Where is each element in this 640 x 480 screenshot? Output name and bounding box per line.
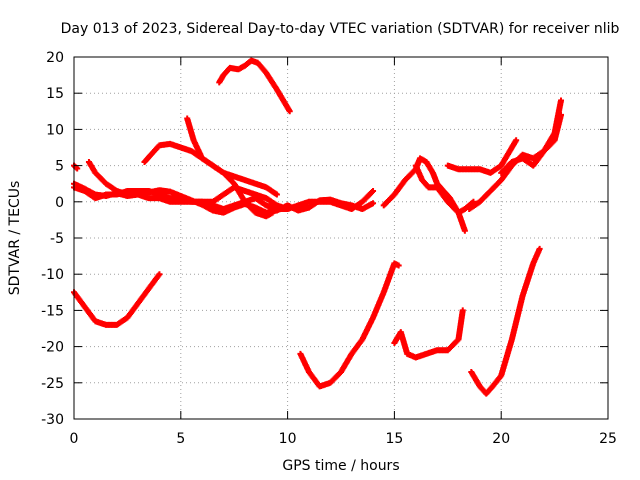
x-tick-label: 25 <box>599 431 617 447</box>
y-tick-label: 5 <box>55 159 64 175</box>
series-11 <box>412 162 468 234</box>
series-12 <box>391 307 466 361</box>
data-point <box>513 137 520 144</box>
y-tick-label: 15 <box>46 86 64 102</box>
x-tick-label: 5 <box>176 431 185 447</box>
data-point <box>74 165 81 172</box>
series-4 <box>85 158 291 213</box>
series-14 <box>466 97 565 213</box>
series-13 <box>444 137 520 176</box>
axis-ticks: 0 5 10 15 20 25 -30 -25 -20 -15 -10 -5 0 5 10 15 20 <box>41 50 617 447</box>
data-point <box>284 206 291 213</box>
data-point <box>558 97 565 104</box>
data-point <box>558 111 565 118</box>
data-point <box>269 209 276 216</box>
data-point <box>370 200 377 207</box>
data-markers <box>71 57 565 397</box>
series-6 <box>184 115 276 220</box>
y-tick-label: 20 <box>46 50 64 66</box>
data-point <box>395 262 402 269</box>
series-7 <box>216 57 293 115</box>
data-point <box>286 108 293 115</box>
grid <box>74 57 608 419</box>
data-point <box>536 245 543 252</box>
y-tick-label: -10 <box>41 267 64 283</box>
chart-title: Day 013 of 2023, Sidereal Day-to-day VTE… <box>61 21 620 37</box>
data-point <box>156 271 163 278</box>
x-tick-label: 20 <box>492 431 510 447</box>
y-tick-label: -20 <box>41 340 64 356</box>
y-tick-label: -5 <box>50 231 64 247</box>
data-point <box>459 307 466 314</box>
y-tick-label: 0 <box>55 195 64 211</box>
series-15 <box>498 111 565 176</box>
series-2 <box>71 180 377 216</box>
series-16 <box>468 245 543 397</box>
series-3 <box>71 162 81 172</box>
x-tick-label: 15 <box>385 431 403 447</box>
x-tick-label: 10 <box>279 431 297 447</box>
y-axis-label: SDTVAR / TECUs <box>7 181 23 296</box>
y-tick-label: -25 <box>41 376 64 392</box>
y-tick-label: -15 <box>41 303 64 319</box>
data-point <box>461 227 468 234</box>
x-axis-label: GPS time / hours <box>282 458 399 474</box>
data-point <box>370 187 377 194</box>
y-tick-label: 10 <box>46 122 64 138</box>
x-tick-label: 0 <box>70 431 79 447</box>
series-9 <box>297 260 402 390</box>
y-tick-label: -30 <box>41 412 64 428</box>
data-point <box>273 191 280 198</box>
series-8 <box>71 271 163 328</box>
series-5 <box>141 140 280 198</box>
